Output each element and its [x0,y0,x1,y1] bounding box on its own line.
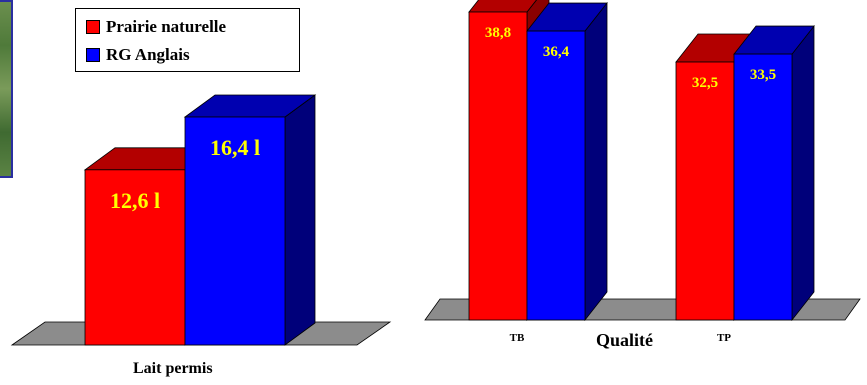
chart2-bar-tb-rg-label: 36,4 [543,44,570,60]
chart1-bar-rg-side [284,94,316,346]
chart1-data-label-rg: 16,4 l [210,135,260,160]
chart1-data-label-prairie: 12,6 l [110,188,160,213]
chart2-bar-tp-prairie-label: 32,5 [692,75,718,91]
chart1-bar-rg [184,116,286,346]
chart2-bar-tp-prairie [675,61,735,321]
chart2-bar-tb-prairie-label: 38,8 [485,25,511,41]
chart2-bar-tb-rg [526,30,586,321]
chart2-tick-tb: TB [510,332,525,344]
chart2-bar-tp-rg [733,53,793,321]
chart2-bar-tb-rg-side [584,1,608,322]
legend-label-rg: RG Anglais [106,45,190,64]
chart2-xlabel: Qualité [596,330,653,350]
legend-swatch-red [86,20,100,34]
chart1-xlabel: Lait permis [133,360,213,377]
legend-item-prairie: Prairie naturelle [86,17,226,37]
legend-label-prairie: Prairie naturelle [106,17,227,36]
legend: Prairie naturelle RG Anglais [75,8,300,72]
legend-swatch-blue [86,48,100,62]
chart1-bar-prairie [84,169,186,346]
chart2-bar-tb-prairie [468,11,528,321]
chart2-bar-tp-rg-side [791,24,815,322]
legend-item-rg: RG Anglais [86,45,190,65]
chart2-bar-tp-rg-label: 33,5 [750,67,776,83]
chart2-tick-tp: TP [717,332,731,344]
grass-photo [0,0,13,178]
